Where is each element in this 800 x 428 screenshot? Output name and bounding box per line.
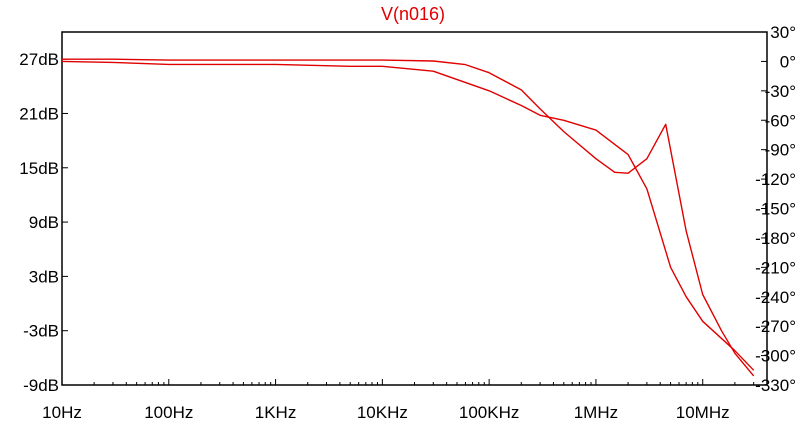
plot-frame [61,31,768,386]
series-group [61,58,755,377]
y-right-tick-label: -120° [755,170,796,189]
y-left-tick-label: -3dB [23,322,59,341]
phase-series-line [61,60,755,371]
y-right-tick-label: -90° [765,141,796,160]
y-right-tick-label: -300° [755,347,796,366]
y-right-tick-label: 0° [780,52,796,71]
y-left-tick-label: 27dB [19,50,59,69]
y-left-tick-label: -9dB [23,376,59,395]
y-left-tick-label: 15dB [19,159,59,178]
y-right-tick-label: -210° [755,258,796,277]
x-tick-label: 1MHz [574,403,618,422]
y-left-tick-label: 9dB [29,213,59,232]
plot-border [61,31,768,386]
y-axis-left: 27dB 21dB 15dB 9dB 3dB -3dB -9dB [19,50,68,395]
y-axis-right: 30° 0° -30° -60° -90° -120° -150° -180° -210° -24… [755,23,796,395]
x-tick-label: 1KHz [255,403,297,422]
x-tick-label: 10MHz [676,403,730,422]
y-left-tick-label: 21dB [19,104,59,123]
x-tick-label: 10Hz [42,403,82,422]
x-tick-label: 100Hz [144,403,193,422]
y-right-tick-label: -180° [755,229,796,248]
y-right-tick-label: -240° [755,288,796,307]
x-tick-label: 100KHz [459,403,519,422]
x-tick-label: 10KHz [357,403,408,422]
magnitude-series-line [62,58,755,377]
y-left-tick-label: 3dB [29,267,59,286]
y-right-tick-label: -330° [755,376,796,395]
y-right-tick-label: -270° [755,317,796,336]
chart-title: V(n016) [381,4,445,24]
y-right-tick-label: -30° [765,82,796,101]
y-right-tick-label: 30° [770,23,796,42]
y-right-tick-label: -60° [765,111,796,130]
y-right-tick-label: -150° [755,200,796,219]
x-axis: 10Hz 100Hz 1KHz 10KHz 100KHz 1MHz 10MHz [42,379,768,422]
